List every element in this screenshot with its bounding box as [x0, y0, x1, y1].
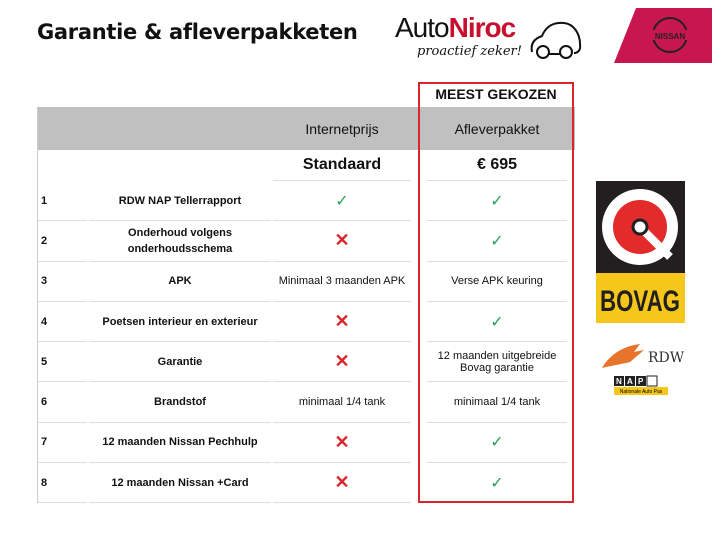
cross-icon: ✕: [334, 351, 350, 372]
row-label: Garantie: [89, 342, 271, 383]
most-chosen-label: MEEST GEKOZEN: [435, 86, 557, 102]
row-number: 2: [38, 221, 87, 262]
afleverpakket-value: Verse APK keuring: [427, 262, 567, 302]
table-row: 7 12 maanden Nissan Pechhulp ✕ ✓: [38, 423, 575, 464]
price-afleverpakket: € 695: [427, 150, 567, 181]
row-number: 7: [38, 423, 87, 464]
internet-value: minimaal 1/4 tank: [273, 382, 411, 423]
internet-value: ✕: [273, 221, 411, 262]
car-icon: [530, 21, 582, 59]
row-number: 6: [38, 382, 87, 423]
check-icon: ✓: [490, 313, 504, 331]
table-row: 4 Poetsen interieur en exterieur ✕ ✓: [38, 302, 575, 343]
svg-text:BOVAG: BOVAG: [600, 285, 680, 318]
bovag-logo: BOVAG: [596, 181, 685, 323]
internet-value: ✓: [273, 181, 411, 222]
check-icon: ✓: [490, 192, 504, 210]
cross-icon: ✕: [334, 230, 350, 251]
afleverpakket-value: ✓: [427, 181, 567, 222]
internet-value: ✕: [273, 463, 411, 504]
row-label: Onderhoud volgens onderhoudsschema: [89, 221, 271, 262]
internet-value: ✕: [273, 342, 411, 383]
afleverpakket-value: ✓: [427, 423, 567, 464]
table-header: Internetprijs Afleverpakket: [38, 107, 575, 150]
row-label: 12 maanden Nissan Pechhulp: [89, 423, 271, 464]
row-label: APK: [89, 262, 271, 302]
table-row: 2 Onderhoud volgens onderhoudsschema ✕ ✓: [38, 221, 575, 262]
check-icon: ✓: [490, 434, 504, 452]
row-number: 5: [38, 342, 87, 383]
price-internet: Standaard: [273, 150, 411, 181]
row-number: 8: [38, 463, 87, 504]
row-number: 4: [38, 302, 87, 343]
afleverpakket-value: 12 maanden uitgebreide Bovag garantie: [427, 342, 567, 383]
svg-text:NISSAN: NISSAN: [655, 32, 685, 41]
check-icon: ✓: [490, 474, 504, 492]
svg-text:N: N: [616, 377, 622, 386]
cross-icon: ✕: [334, 311, 350, 332]
internet-value: ✕: [273, 423, 411, 464]
afleverpakket-value: ✓: [427, 463, 567, 504]
column-afleverpakket: Afleverpakket: [454, 121, 540, 137]
svg-text:P: P: [638, 377, 644, 386]
row-label: Brandstof: [89, 382, 271, 423]
table-row: 3 APK Minimaal 3 maanden APK Verse APK keur…: [38, 262, 575, 302]
afleverpakket-value: ✓: [427, 221, 567, 262]
afleverpakket-value: minimaal 1/4 tank: [427, 382, 567, 423]
row-number: 3: [38, 262, 87, 302]
table-row: 6 Brandstof minimaal 1/4 tank minimaal 1/4 …: [38, 382, 575, 423]
row-label: RDW NAP Tellerrapport: [89, 181, 271, 222]
table-row: 5 Garantie ✕ 12 maanden uitgebreide Bovag g…: [38, 342, 575, 383]
table-row: 8 12 maanden Nissan +Card ✕ ✓: [38, 463, 575, 504]
check-icon: ✓: [335, 192, 349, 210]
table-row: 1 RDW NAP Tellerrapport ✓ ✓: [38, 181, 575, 222]
cross-icon: ✕: [334, 431, 350, 452]
svg-text:A: A: [627, 377, 633, 386]
internet-value: ✕: [273, 302, 411, 343]
svg-text:Nationale Auto Pas: Nationale Auto Pas: [620, 389, 663, 395]
comparison-table: Internetprijs Afleverpakket Standaard € …: [37, 107, 575, 504]
column-internetprijs: Internetprijs: [305, 121, 379, 137]
cross-icon: ✕: [334, 472, 350, 493]
row-number: 1: [38, 181, 87, 222]
svg-text:RDW: RDW: [648, 350, 685, 366]
page-title: Garantie & afleverpakketen: [37, 20, 358, 44]
internet-value: Minimaal 3 maanden APK: [273, 262, 411, 302]
row-label: Poetsen interieur en exterieur: [89, 302, 271, 343]
rdw-nap-logo: RDW N A P Nationale Auto Pas: [602, 344, 685, 395]
autoniroc-logo: AutoNiroc proactief zeker!: [395, 10, 585, 60]
nissan-logo: NISSAN: [614, 8, 712, 63]
price-row: Standaard € 695: [38, 150, 575, 181]
check-icon: ✓: [490, 232, 504, 250]
row-label: 12 maanden Nissan +Card: [89, 463, 271, 504]
afleverpakket-value: ✓: [427, 302, 567, 343]
